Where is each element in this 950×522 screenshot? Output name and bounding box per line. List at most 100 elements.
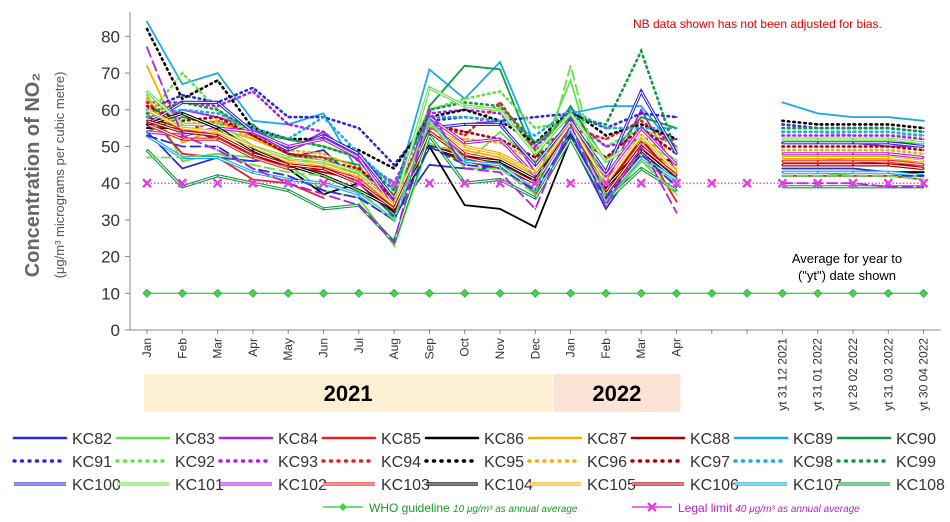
- legend-label: KC110: [175, 0, 223, 4]
- data-point: [216, 127, 219, 130]
- x-tick-label: yt 31 01 2022: [811, 338, 825, 411]
- data-point: [146, 97, 148, 100]
- series-line: [146, 77, 678, 248]
- data-point: [322, 207, 325, 210]
- legend-item-KC107: KC107: [735, 477, 842, 494]
- data-point: [322, 193, 325, 196]
- data-point: [675, 200, 678, 203]
- legend-label: KC111: [278, 0, 325, 4]
- data-point: [322, 171, 325, 174]
- data-point: [146, 64, 148, 67]
- data-point: [428, 141, 431, 144]
- data-point: [816, 112, 819, 115]
- data-point: [146, 94, 148, 96]
- data-point: [534, 149, 537, 152]
- data-point: [287, 189, 290, 192]
- x-tick-label: Jan: [564, 338, 578, 357]
- data-point: [706, 178, 717, 189]
- data-point: [605, 138, 607, 141]
- data-point: [887, 123, 890, 126]
- data-point: [181, 134, 184, 137]
- data-point: [322, 189, 325, 192]
- year-band-label: 2022: [592, 381, 641, 406]
- data-point: [463, 138, 466, 141]
- data-point: [287, 152, 290, 155]
- data-point: [534, 163, 537, 166]
- data-point: [922, 152, 925, 155]
- data-point: [499, 138, 501, 141]
- legend-label: KC90: [896, 431, 936, 448]
- data-point: [816, 123, 819, 126]
- data-point: [252, 145, 254, 148]
- data-point: [534, 134, 537, 137]
- data-point: [357, 152, 360, 155]
- data-point: [283, 288, 293, 298]
- data-point: [357, 167, 360, 170]
- data-point: [640, 90, 643, 93]
- data-point: [322, 152, 325, 155]
- data-point: [499, 163, 501, 166]
- data-point: [428, 134, 431, 137]
- data-point: [252, 156, 254, 159]
- data-point: [601, 178, 611, 189]
- data-point: [640, 123, 643, 126]
- data-point: [216, 72, 219, 74]
- x-tick-label: Oct: [458, 337, 472, 356]
- data-point: [675, 189, 678, 192]
- legend-label: KC105: [587, 477, 636, 494]
- data-point: [675, 152, 678, 155]
- legend-item-KC99: KC99: [836, 454, 936, 471]
- data-point: [887, 156, 890, 159]
- data-point: [252, 178, 254, 181]
- data-point: [813, 288, 823, 298]
- data-point: [181, 185, 184, 188]
- data-point: [605, 134, 607, 137]
- year-band-label: 2021: [324, 381, 373, 406]
- data-point: [216, 130, 219, 133]
- data-point: [181, 112, 184, 115]
- data-point: [146, 119, 148, 122]
- y-tick-label: 50: [101, 137, 120, 156]
- data-point: [181, 97, 184, 100]
- data-point: [848, 178, 858, 189]
- data-point: [887, 171, 890, 174]
- data-point: [181, 119, 184, 122]
- annotation-line: ("yt") date shown: [798, 268, 896, 283]
- data-point: [463, 101, 466, 104]
- data-point: [675, 193, 678, 196]
- y-axis-title-main: Concentration of NO₂: [22, 73, 44, 277]
- legend-item-KC105: KC105: [529, 477, 636, 494]
- data-point: [887, 174, 890, 177]
- series-line-inner: [146, 109, 677, 207]
- y-tick-label: 80: [101, 27, 120, 46]
- data-point: [499, 105, 501, 107]
- data-point: [181, 156, 184, 159]
- data-point: [852, 160, 854, 163]
- data-point: [887, 145, 890, 148]
- data-point: [499, 171, 501, 174]
- data-point: [181, 138, 184, 141]
- data-point: [357, 178, 360, 181]
- data-point: [777, 288, 787, 298]
- data-point: [781, 171, 784, 174]
- data-point: [322, 130, 325, 133]
- series-KC92: [145, 71, 925, 186]
- legend-item-KC84: KC84: [218, 431, 318, 448]
- data-point: [393, 241, 395, 243]
- data-point: [534, 127, 537, 130]
- series-KC101: [145, 85, 925, 209]
- data-point: [181, 145, 184, 148]
- data-point: [922, 138, 925, 141]
- data-point: [640, 105, 643, 107]
- data-point: [781, 160, 784, 163]
- data-point: [389, 178, 399, 189]
- data-point: [781, 134, 784, 137]
- data-point: [181, 167, 184, 170]
- data-point: [499, 178, 501, 181]
- data-point: [534, 171, 537, 174]
- data-point: [569, 105, 572, 107]
- series-KC105: [146, 108, 925, 208]
- data-point: [322, 149, 325, 152]
- data-point: [428, 116, 431, 119]
